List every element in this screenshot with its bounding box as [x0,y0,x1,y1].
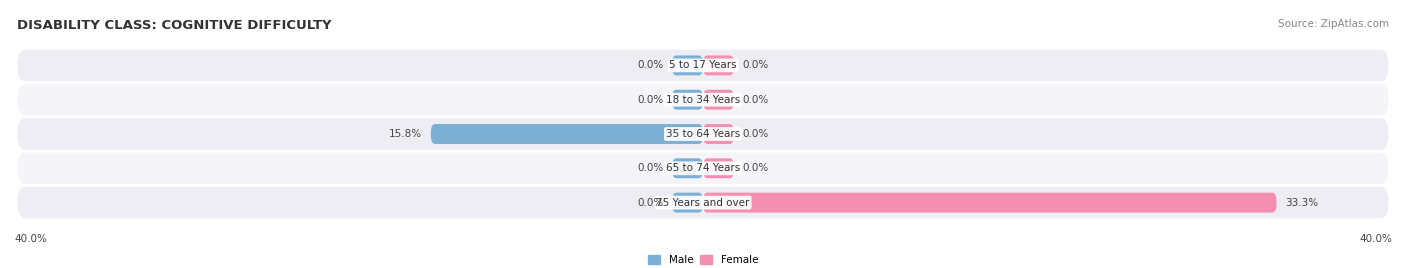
Text: Source: ZipAtlas.com: Source: ZipAtlas.com [1278,19,1389,29]
FancyBboxPatch shape [703,124,734,144]
Text: 0.0%: 0.0% [637,95,664,105]
Text: 0.0%: 0.0% [637,60,664,70]
FancyBboxPatch shape [703,193,1277,213]
FancyBboxPatch shape [17,187,1389,218]
Text: 18 to 34 Years: 18 to 34 Years [666,95,740,105]
FancyBboxPatch shape [672,158,703,178]
FancyBboxPatch shape [17,50,1389,81]
Text: 75 Years and over: 75 Years and over [657,198,749,208]
Text: 0.0%: 0.0% [742,60,769,70]
FancyBboxPatch shape [703,55,734,75]
FancyBboxPatch shape [703,90,734,110]
FancyBboxPatch shape [672,193,703,213]
Text: 0.0%: 0.0% [742,129,769,139]
Text: 5 to 17 Years: 5 to 17 Years [669,60,737,70]
Text: 65 to 74 Years: 65 to 74 Years [666,163,740,173]
Text: 0.0%: 0.0% [637,198,664,208]
Text: 40.0%: 40.0% [1360,234,1392,244]
Text: 35 to 64 Years: 35 to 64 Years [666,129,740,139]
Text: 0.0%: 0.0% [637,163,664,173]
FancyBboxPatch shape [672,55,703,75]
FancyBboxPatch shape [17,118,1389,150]
Text: 40.0%: 40.0% [14,234,46,244]
FancyBboxPatch shape [17,84,1389,116]
Text: DISABILITY CLASS: COGNITIVE DIFFICULTY: DISABILITY CLASS: COGNITIVE DIFFICULTY [17,19,332,32]
FancyBboxPatch shape [672,90,703,110]
Text: 33.3%: 33.3% [1285,198,1319,208]
FancyBboxPatch shape [430,124,703,144]
FancyBboxPatch shape [17,152,1389,184]
Text: 15.8%: 15.8% [389,129,422,139]
FancyBboxPatch shape [703,158,734,178]
Text: 0.0%: 0.0% [742,163,769,173]
Legend: Male, Female: Male, Female [644,251,762,268]
Text: 0.0%: 0.0% [742,95,769,105]
